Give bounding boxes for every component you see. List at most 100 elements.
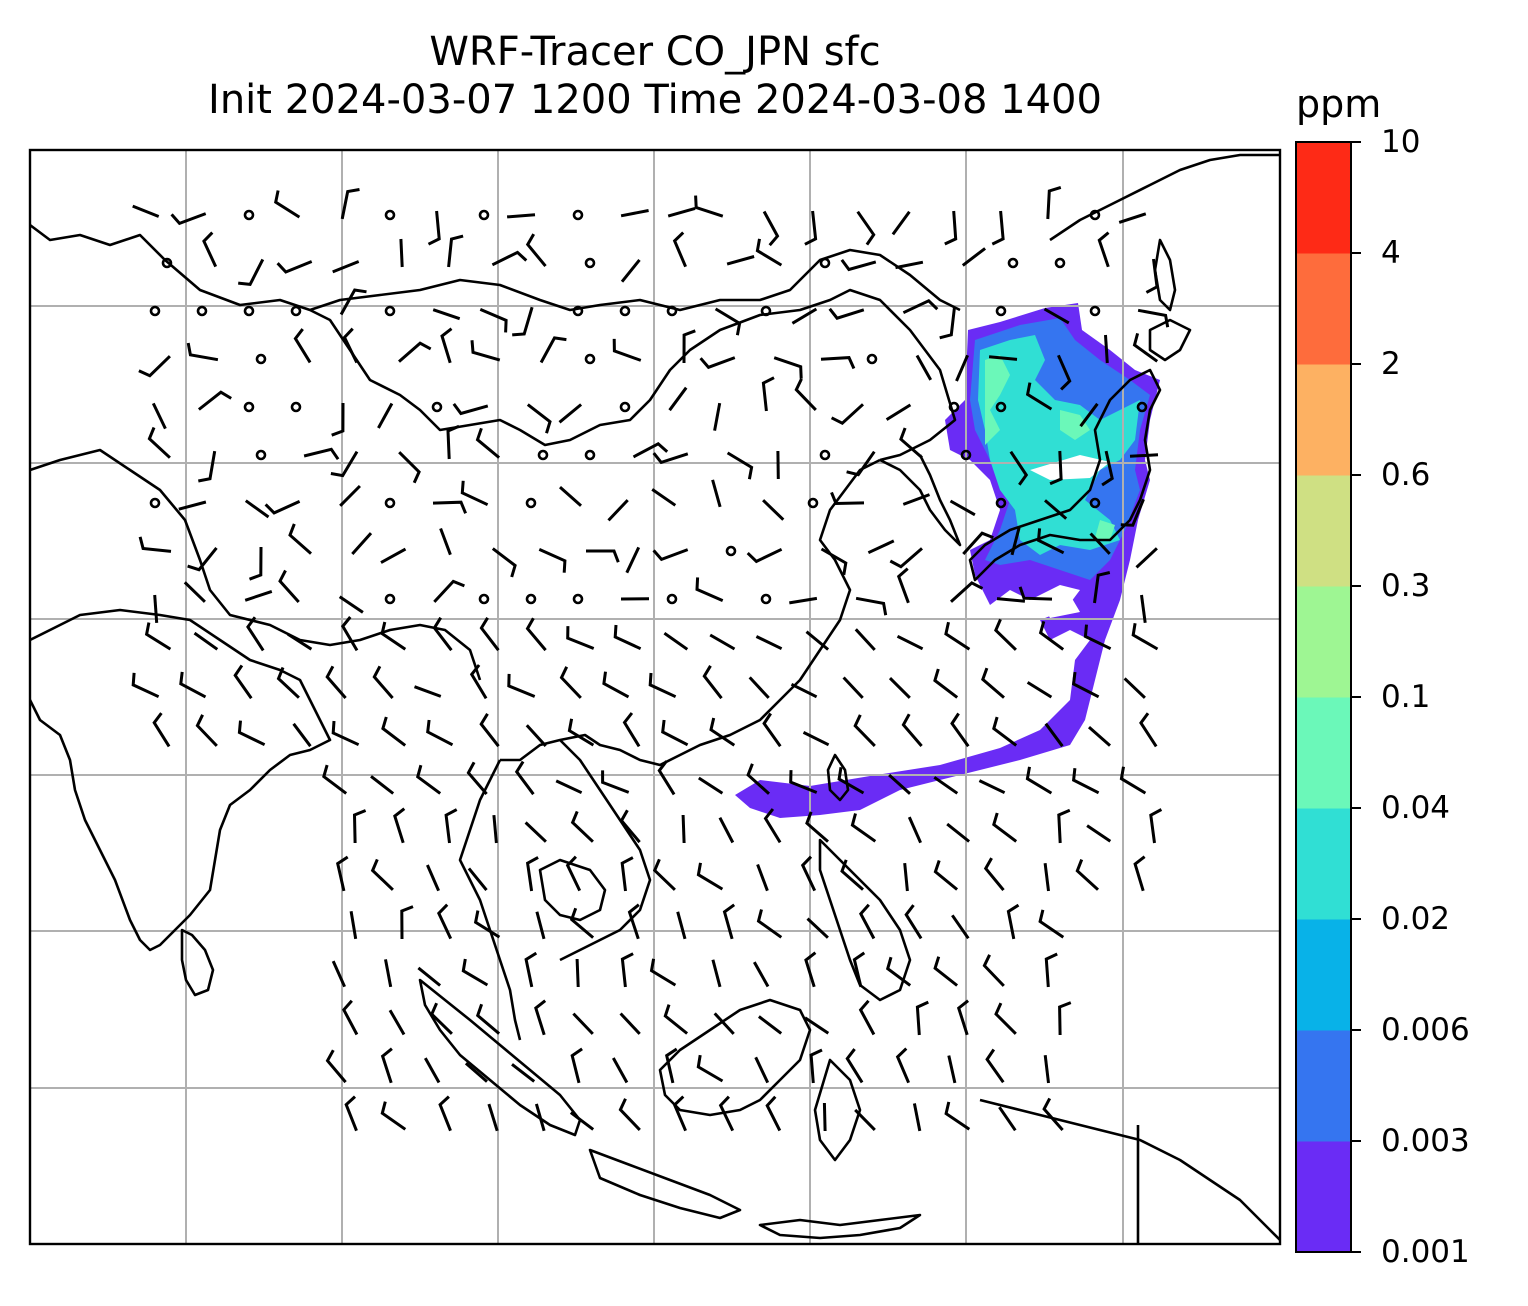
wind-barb: [1133, 855, 1146, 892]
wind-barb: [187, 546, 218, 572]
wind-barb: [1025, 766, 1053, 795]
wind-barb: [853, 714, 876, 747]
wind-barb: [620, 258, 641, 283]
wind-barb: [475, 427, 501, 459]
wind-barb: [652, 548, 689, 562]
calm-wind-marker: [1089, 209, 1101, 221]
wind-barb: [1057, 354, 1072, 391]
wind-barb: [340, 188, 360, 220]
wind-barb: [1118, 212, 1147, 224]
wind-barb: [432, 500, 467, 514]
coastline-sakhalin: [1153, 238, 1177, 312]
colorbar-label: 0.003: [1381, 1123, 1470, 1159]
wind-barb: [802, 731, 830, 747]
map-frame: [28, 148, 1282, 1246]
wind-barb: [611, 1057, 629, 1084]
wind-barb: [1025, 382, 1053, 411]
calm-wind-marker: [196, 305, 208, 317]
wind-barb: [572, 1012, 594, 1035]
wind-barb: [198, 450, 217, 483]
calm-wind-marker: [290, 305, 302, 317]
wind-barb: [398, 451, 421, 484]
wind-barb: [238, 258, 265, 287]
wind-barb: [794, 378, 817, 411]
wind-barb: [487, 1103, 499, 1132]
wind-barb: [233, 664, 253, 700]
wind-barb: [1123, 677, 1146, 699]
wind-barb: [763, 808, 782, 844]
wind-barb: [286, 632, 313, 651]
wind-barb: [994, 618, 1017, 651]
wind-barb: [432, 308, 461, 321]
wind-barb: [325, 665, 347, 699]
wind-barb: [805, 630, 830, 651]
colorbar-block: [1296, 697, 1351, 809]
wind-barb: [842, 676, 864, 699]
wind-barb: [351, 532, 373, 556]
wind-barb: [896, 567, 910, 604]
wind-barb: [170, 212, 207, 226]
wind-barb: [1043, 863, 1050, 892]
wind-barb: [804, 1016, 830, 1035]
wind-barb: [672, 231, 687, 268]
wind-barb: [586, 549, 620, 563]
calm-wind-marker: [819, 257, 831, 269]
wind-barb: [981, 667, 1005, 699]
calm-wind-marker: [584, 449, 596, 461]
wind-barb: [695, 577, 724, 602]
wind-barb: [939, 306, 956, 340]
wind-barb: [896, 634, 924, 651]
wind-barb: [342, 327, 359, 364]
colorbar-block: [1296, 919, 1351, 1031]
colorbar-label: 0.1: [1381, 679, 1431, 715]
wind-barb: [1018, 586, 1053, 601]
wind-barb: [718, 817, 735, 844]
coastlines: [30, 153, 1280, 1244]
coastline-india: [30, 608, 332, 952]
wind-barb: [696, 1054, 724, 1083]
wind-barb: [765, 1095, 782, 1132]
calm-wind-marker: [819, 449, 831, 461]
wind-barb: [575, 958, 580, 988]
wind-barb: [789, 596, 818, 605]
colorbar-label: 0.3: [1381, 568, 1431, 604]
wind-barb: [696, 862, 724, 891]
coastline-sumatra: [418, 978, 582, 1137]
colorbar-block: [1296, 364, 1351, 476]
wind-barb: [558, 403, 583, 424]
wind-barb: [933, 956, 959, 987]
colorbar-label: 4: [1381, 235, 1401, 271]
calm-wind-marker: [995, 497, 1007, 509]
calm-wind-marker: [161, 257, 173, 269]
wind-barb: [479, 713, 500, 748]
wind-barb: [915, 354, 933, 381]
calm-wind-marker: [537, 449, 549, 461]
wind-barb: [1104, 334, 1109, 364]
calm-wind-marker: [384, 305, 396, 317]
wind-barb: [470, 340, 501, 362]
wind-barb: [804, 210, 818, 246]
wind-barb: [713, 402, 722, 431]
wind-barb: [332, 260, 360, 274]
wind-barb: [1119, 766, 1147, 795]
calm-wind-marker: [995, 305, 1007, 317]
wind-barb: [888, 773, 912, 795]
wind-barb: [1046, 185, 1062, 220]
coastline-timor: [758, 1213, 922, 1240]
title-line-2: Init 2024-03-07 1200 Time 2024-03-08 140…: [208, 77, 1102, 123]
wind-barb: [956, 999, 970, 1036]
calm-wind-marker: [760, 593, 772, 605]
wind-barb: [1043, 307, 1070, 325]
wind-barb: [514, 760, 535, 796]
wind-barb: [352, 809, 367, 844]
wind-barb: [178, 500, 207, 511]
wind-barb: [651, 488, 677, 507]
calm-wind-marker: [255, 449, 267, 461]
wind-barb: [895, 1047, 910, 1084]
coastline-japan: [968, 368, 1162, 582]
wind-barb: [1049, 450, 1063, 486]
wind-barb: [888, 677, 911, 699]
coastline-vietnam: [559, 739, 652, 962]
wind-barb: [1129, 453, 1159, 458]
wind-barb: [511, 1063, 536, 1083]
